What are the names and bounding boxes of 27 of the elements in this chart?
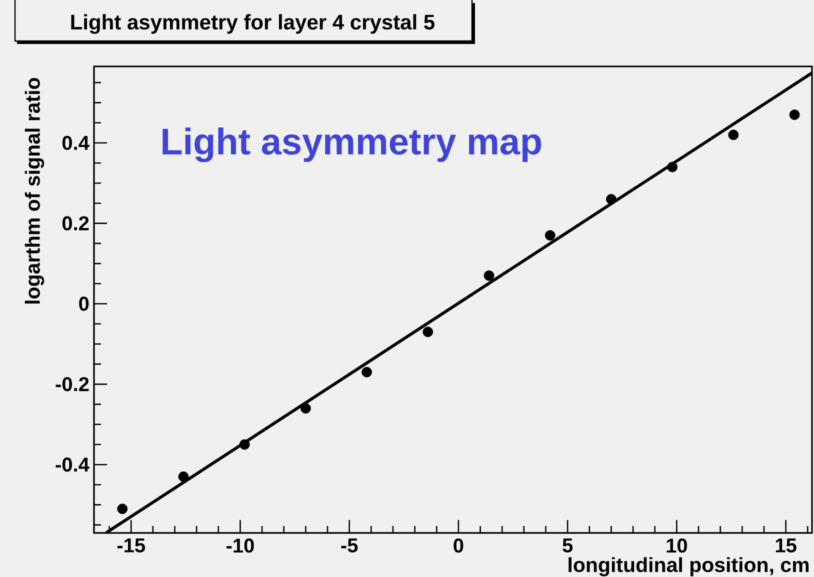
y-tick-label: 0.2 <box>62 216 89 230</box>
point <box>362 366 372 378</box>
y-tick-label: -0.4 <box>56 458 90 472</box>
annotation: Light asymmetry map <box>162 128 542 162</box>
point <box>789 110 800 120</box>
point <box>484 270 494 281</box>
x-axis-title: longitudinal position, cm <box>568 557 809 576</box>
x-tick-label: -5 <box>341 538 358 552</box>
x-tick-label: 0 <box>454 538 464 553</box>
point <box>728 130 739 140</box>
point <box>117 504 128 514</box>
y-axis-title: logarthm of signal ratio <box>24 78 44 304</box>
x-tick-label: 15 <box>776 538 796 552</box>
y-tick-label: 0 <box>79 296 89 311</box>
point <box>667 162 678 172</box>
point <box>300 403 311 414</box>
point <box>606 194 616 204</box>
x-tick-label: -10 <box>226 538 254 553</box>
point <box>178 471 189 482</box>
point <box>239 439 250 450</box>
x-tick-label: 10 <box>666 538 687 553</box>
y-tick-label: -0.2 <box>56 377 89 392</box>
point <box>544 230 556 241</box>
x-tick-label: -15 <box>117 538 146 552</box>
x-tick-label: 5 <box>562 538 573 552</box>
point <box>422 326 434 338</box>
y-tick-label: 0.4 <box>62 136 90 150</box>
